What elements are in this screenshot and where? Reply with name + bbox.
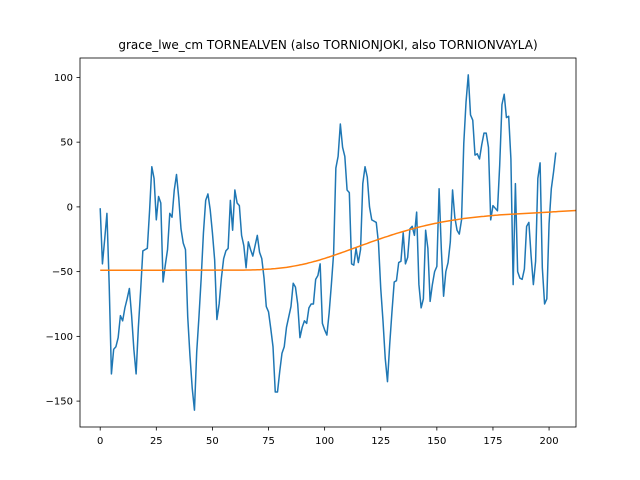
y-tick-label: 0 [67, 202, 73, 213]
chart-title: grace_lwe_cm TORNEALVEN (also TORNIONJOK… [118, 38, 537, 52]
y-tick-label: −100 [46, 332, 73, 343]
x-tick-label: 50 [206, 436, 219, 447]
series-line-2 [100, 209, 576, 271]
x-tick-label: 0 [97, 436, 103, 447]
x-tick-label: 25 [150, 436, 163, 447]
y-tick-label: −150 [46, 397, 73, 408]
series-line-1 [99, 74, 557, 411]
x-tick-label: 125 [371, 436, 390, 447]
x-tick-label: 175 [483, 436, 502, 447]
x-tick-label: 150 [427, 436, 446, 447]
x-tick-label: 75 [262, 436, 275, 447]
axes-layer: 0 25 50 75 100 125 150 175 200 −150 −100 −50 0 50 100 [46, 57, 577, 447]
plot-frame [79, 57, 577, 428]
x-tick-label: 100 [315, 436, 334, 447]
y-tick-label: 50 [60, 138, 73, 149]
y-tick-label: −50 [52, 267, 73, 278]
series-layer [99, 74, 576, 411]
x-tick-label: 200 [540, 436, 559, 447]
y-tick-label: 100 [54, 73, 73, 84]
